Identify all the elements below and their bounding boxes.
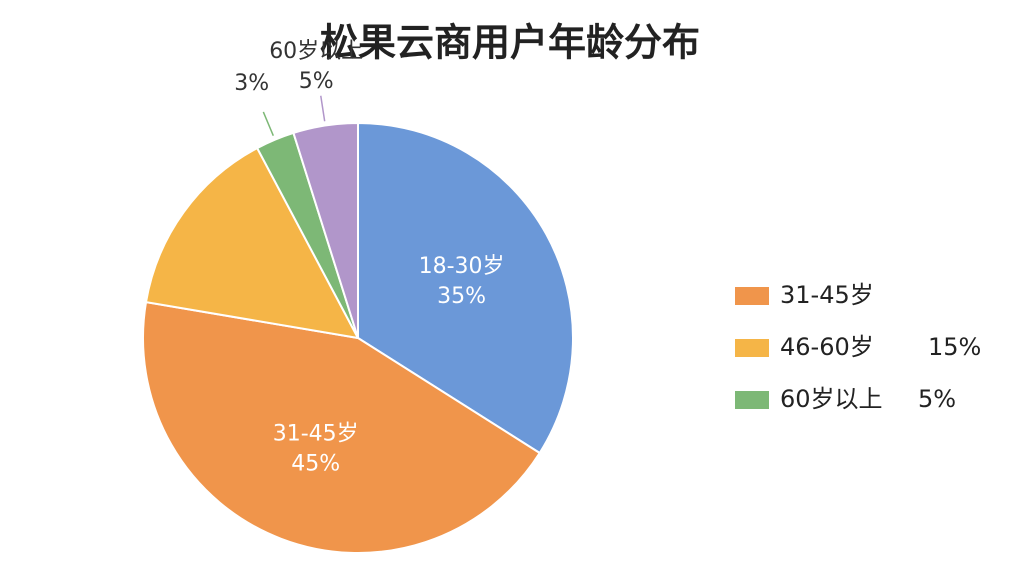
slice-label: 31-45岁: [273, 421, 359, 446]
legend-label: 31-45岁: [780, 281, 874, 309]
slice-value: 3%: [234, 71, 269, 96]
legend-swatch: [735, 339, 769, 357]
slice-value: 5%: [299, 69, 334, 94]
pie-slice: [292, 121, 359, 339]
legend-swatch: [735, 287, 769, 305]
slice-value: 35%: [437, 284, 486, 309]
leader-line: [262, 111, 274, 137]
pie-slice: [357, 121, 574, 455]
slice-value: 45%: [291, 451, 340, 476]
slice-label: 18-30岁: [419, 254, 505, 279]
legend-value: 15%: [928, 333, 981, 361]
chart-title: 松果云商用户年龄分布: [320, 21, 700, 65]
slice-label: 60岁以上: [269, 39, 363, 64]
legend-value: 5%: [918, 385, 956, 413]
leader-line: [320, 95, 326, 122]
legend-label: 60岁以上: [780, 385, 883, 413]
pie-slice: [144, 146, 360, 340]
legend-label: 46-60岁: [780, 333, 874, 361]
pie-slice: [142, 300, 542, 554]
legend-swatch: [735, 391, 769, 409]
